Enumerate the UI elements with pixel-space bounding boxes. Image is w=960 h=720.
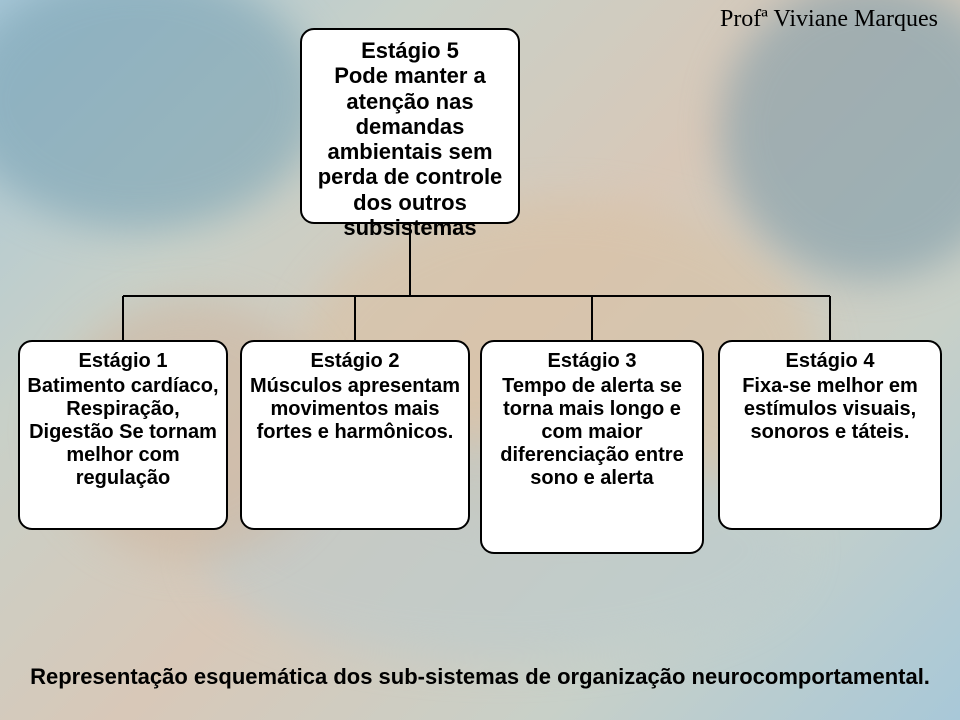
node-title: Estágio 4 — [726, 350, 934, 373]
node-body: Pode manter a atenção nas demandas ambie… — [308, 63, 512, 240]
node-stage-5: Estágio 5 Pode manter a atenção nas dema… — [300, 28, 520, 224]
node-stage-4: Estágio 4 Fixa-se melhor em estímulos vi… — [718, 340, 942, 530]
node-stage-2: Estágio 2 Músculos apresentam movimentos… — [240, 340, 470, 530]
bg-decor — [0, 0, 320, 230]
node-body: Fixa-se melhor em estímulos visuais, son… — [726, 375, 934, 444]
node-body: Batimento cardíaco, Respiração, Digestão… — [26, 375, 220, 490]
node-title: Estágio 1 — [26, 350, 220, 373]
author-label: Profª Viviane Marques — [720, 6, 938, 33]
node-title: Estágio 5 — [308, 38, 512, 63]
node-title: Estágio 3 — [488, 350, 696, 373]
diagram-stage: Profª Viviane Marques Estágio 5 Pode man… — [0, 0, 960, 720]
node-body: Tempo de alerta se torna mais longo e co… — [488, 375, 696, 490]
node-stage-1: Estágio 1 Batimento cardíaco, Respiração… — [18, 340, 228, 530]
bg-decor — [720, 0, 960, 280]
node-body: Músculos apresentam movimentos mais fort… — [248, 375, 462, 444]
node-title: Estágio 2 — [248, 350, 462, 373]
node-stage-3: Estágio 3 Tempo de alerta se torna mais … — [480, 340, 704, 554]
diagram-caption: Representação esquemática dos sub-sistem… — [0, 664, 960, 690]
